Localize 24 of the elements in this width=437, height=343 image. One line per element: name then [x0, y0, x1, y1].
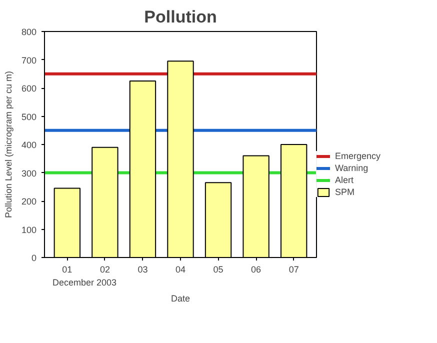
x-tick-label: 06: [251, 264, 262, 274]
legend-label: Emergency: [335, 151, 381, 161]
x-tick-label: 02: [100, 264, 110, 274]
x-axis-title: Date: [170, 294, 190, 304]
y-tick-label: 600: [21, 84, 37, 94]
y-tick-label: 0: [31, 253, 37, 263]
x-tick-label: 05: [213, 264, 224, 274]
x-tick-label: 04: [175, 264, 186, 274]
y-tick-label: 400: [21, 140, 37, 150]
y-tick-label: 500: [21, 112, 37, 122]
x-tick-label: 03: [138, 264, 148, 274]
y-axis-title: Pollution Level (microgram per cu m): [3, 70, 14, 218]
legend-label: SPM: [335, 187, 355, 197]
y-tick-label: 800: [21, 27, 37, 37]
legend-label: Warning: [335, 163, 368, 173]
x-tick-label: 07: [288, 264, 299, 274]
ref-line-label: Alert: [335, 175, 355, 185]
y-tick-label: 100: [21, 224, 37, 235]
x-tick-label: 01: [62, 264, 72, 274]
y-tick-label: 700: [21, 55, 37, 66]
y-tick-label: 300: [21, 168, 37, 178]
y-tick-label: 200: [21, 196, 37, 206]
text: December 2003: [52, 278, 117, 288]
chart-title: Pollution: [144, 8, 217, 26]
